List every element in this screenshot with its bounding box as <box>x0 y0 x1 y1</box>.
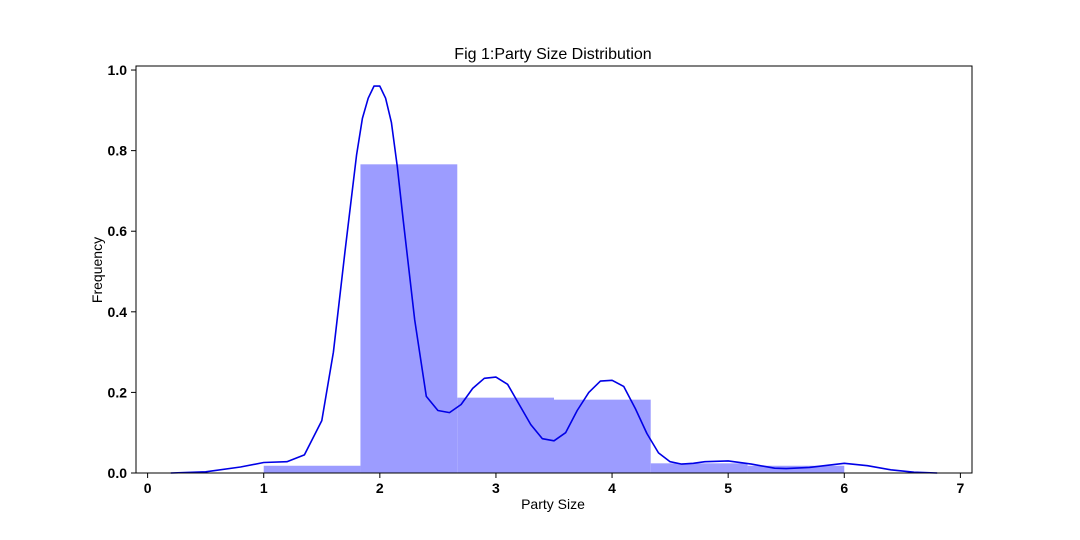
x-tick-label: 2 <box>376 480 384 496</box>
y-tick-label: 0.6 <box>108 223 128 239</box>
x-tick-label: 7 <box>956 480 964 496</box>
y-axis-label: Frequency <box>89 237 105 303</box>
histogram-bars <box>263 164 845 473</box>
chart-title: Fig 1:Party Size Distribution <box>454 46 651 63</box>
histogram-bar <box>263 465 361 473</box>
x-tick-label: 3 <box>492 480 500 496</box>
x-tick-label: 4 <box>608 480 616 496</box>
y-tick-label: 0.2 <box>108 384 128 400</box>
x-tick-label: 6 <box>840 480 848 496</box>
x-tick-label: 1 <box>260 480 268 496</box>
x-tick-label: 0 <box>144 480 152 496</box>
histogram-bar <box>360 164 458 473</box>
plot-frame <box>135 65 973 474</box>
kde-curve-group <box>170 85 938 474</box>
x-tick-label: 5 <box>724 480 732 496</box>
y-axis-ticks: 0.0 0.2 0.4 0.6 0.8 1.0 <box>108 62 136 481</box>
y-tick-label: 0.8 <box>108 143 128 159</box>
kde-curve <box>170 85 938 474</box>
histogram-bar <box>554 399 651 473</box>
x-axis-ticks: 0 1 2 3 4 5 6 7 <box>144 473 964 496</box>
x-axis-label: Party Size <box>521 496 585 512</box>
y-tick-label: 1.0 <box>108 62 128 78</box>
histogram-bar <box>457 397 554 473</box>
histogram-bar <box>650 463 748 473</box>
histogram-bar <box>747 465 845 473</box>
y-tick-label: 0.0 <box>108 465 128 481</box>
y-tick-label: 0.4 <box>108 304 128 320</box>
